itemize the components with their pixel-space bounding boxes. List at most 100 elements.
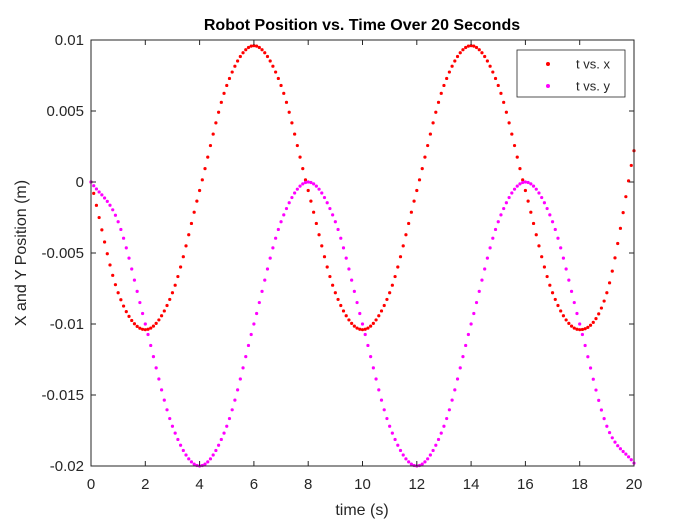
data-point — [447, 408, 451, 412]
data-point — [287, 201, 291, 205]
series-x — [89, 44, 636, 332]
data-point — [130, 318, 134, 323]
data-point — [621, 449, 625, 454]
data-point — [613, 440, 617, 444]
series-layer — [89, 44, 636, 468]
data-point — [246, 343, 251, 348]
data-point — [502, 206, 506, 211]
data-point — [336, 297, 340, 302]
data-point — [92, 184, 96, 188]
data-point — [293, 132, 297, 136]
data-point — [314, 184, 318, 188]
data-point — [597, 312, 601, 316]
data-point — [436, 437, 441, 442]
data-point — [542, 201, 547, 205]
data-point — [496, 220, 500, 224]
data-point — [279, 220, 283, 224]
data-point — [567, 278, 571, 282]
data-point — [360, 322, 365, 326]
data-point — [464, 343, 468, 348]
data-point — [206, 155, 210, 159]
data-point — [227, 76, 232, 81]
data-point — [491, 70, 495, 74]
data-point — [157, 318, 161, 322]
data-point — [154, 366, 158, 370]
data-point — [331, 213, 335, 217]
data-point — [138, 300, 142, 305]
data-point — [388, 424, 392, 428]
data-point — [241, 366, 245, 370]
data-point — [116, 220, 120, 224]
data-point — [523, 188, 528, 193]
data-point — [151, 324, 156, 328]
data-point — [178, 443, 183, 447]
data-point — [534, 187, 538, 191]
data-point — [127, 256, 131, 260]
data-point — [602, 299, 606, 303]
y-tick-label: -0.015 — [41, 387, 84, 404]
data-point — [339, 303, 343, 308]
data-point — [363, 327, 367, 331]
x-tick-label: 16 — [517, 476, 534, 493]
data-point — [553, 297, 557, 302]
data-point — [583, 327, 587, 331]
data-point — [496, 83, 500, 88]
data-point — [94, 203, 99, 207]
data-point — [388, 291, 392, 295]
data-point — [301, 167, 305, 171]
data-point — [336, 227, 340, 232]
data-point — [369, 355, 373, 359]
data-point — [518, 182, 522, 186]
data-point — [426, 143, 430, 148]
data-point — [377, 314, 381, 318]
data-point — [146, 332, 150, 337]
data-point — [317, 233, 321, 237]
data-point — [439, 431, 443, 435]
data-point — [382, 303, 386, 308]
data-point — [531, 184, 536, 188]
data-point — [575, 311, 579, 316]
data-point — [466, 332, 470, 337]
data-point — [431, 121, 435, 125]
data-point — [189, 460, 194, 464]
data-point — [203, 167, 207, 171]
data-point — [553, 227, 557, 232]
data-point — [246, 45, 251, 50]
data-point — [113, 283, 118, 287]
data-point — [588, 323, 593, 327]
data-point — [271, 246, 275, 250]
data-point — [548, 213, 552, 217]
data-point — [407, 221, 411, 226]
data-point — [442, 83, 446, 88]
data-point — [572, 300, 576, 305]
data-point — [360, 328, 365, 332]
data-point — [198, 188, 202, 193]
data-point — [626, 455, 631, 459]
data-point — [458, 51, 462, 55]
data-point — [398, 448, 403, 453]
data-point — [303, 178, 308, 182]
data-point — [236, 59, 240, 63]
legend: t vs. x t vs. y — [516, 49, 626, 98]
data-point — [214, 121, 218, 125]
data-point — [578, 328, 582, 332]
data-point — [398, 255, 403, 259]
data-point — [195, 199, 199, 203]
data-point — [350, 321, 354, 325]
data-point — [320, 191, 324, 195]
data-point — [162, 309, 166, 313]
data-point — [366, 343, 370, 348]
data-point — [282, 213, 286, 217]
x-tick-label: 8 — [304, 476, 312, 493]
data-point — [610, 269, 614, 273]
data-point — [379, 309, 384, 313]
data-point — [146, 327, 150, 331]
y-tick-label: 0.005 — [46, 103, 84, 120]
data-point — [610, 436, 614, 440]
data-point — [217, 443, 221, 447]
data-point — [322, 195, 327, 200]
data-point — [469, 322, 473, 326]
data-point — [157, 377, 161, 381]
data-point — [249, 332, 253, 337]
